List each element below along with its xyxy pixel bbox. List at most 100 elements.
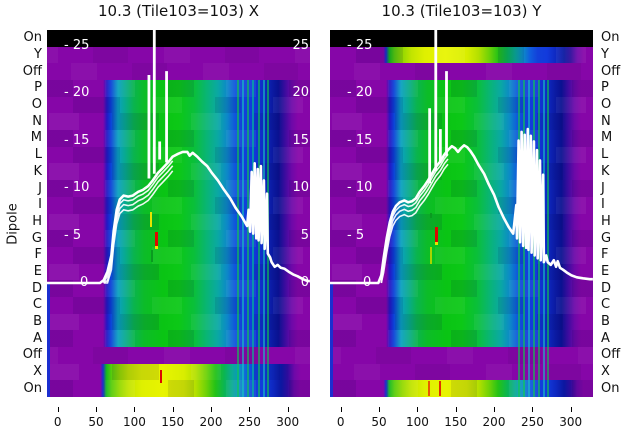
- x-tick-label: 150: [444, 415, 468, 429]
- heatmap-row-on-21: [330, 380, 593, 397]
- row-label-left-i-10: I: [38, 197, 42, 213]
- db-tick-label-left: - 10: [64, 180, 90, 195]
- db-tick-label-left: - 5: [347, 227, 365, 243]
- row-label-right-j-9: J: [601, 180, 605, 196]
- db-tick-label-left: - 20: [64, 85, 90, 100]
- heatmap-row-c-16: [47, 296, 310, 315]
- row-label-left-x-20: X: [33, 364, 42, 379]
- x-tick: [287, 407, 289, 412]
- rfi-stripe: [252, 80, 254, 397]
- heatmap-row-j-9: [47, 180, 310, 198]
- row-label-left-h-11: H: [32, 213, 42, 229]
- x-tick-label: 100: [122, 415, 146, 429]
- x-tick-label: 100: [405, 415, 429, 429]
- x-tick: [340, 407, 342, 412]
- flagged-channel-marker: [160, 370, 162, 383]
- heatmap-row-n-5: [330, 113, 593, 131]
- row-label-right-x-20: X: [601, 364, 610, 379]
- heatmap-row-i-10: [47, 196, 310, 215]
- row-label-right-l-7: L: [601, 147, 609, 163]
- heatmap-row-b-17: [47, 313, 310, 331]
- row-label-left-on-0: On: [23, 30, 42, 46]
- heatmap-row-e-14: [330, 263, 593, 281]
- heatmap-row-h-11: [47, 213, 310, 231]
- dipole-trace: [103, 170, 174, 284]
- heatmap-row-d-15: [330, 280, 593, 298]
- heatmap-row-l-7: [47, 146, 310, 165]
- row-label-right-a-18: A: [601, 330, 610, 346]
- db-tick-label-left: - 10: [347, 180, 373, 195]
- flagged-channel-marker: [155, 232, 158, 247]
- row-label-right-h-11: H: [601, 213, 611, 229]
- x-tick-label: 200: [482, 415, 506, 429]
- row-label-right-g-12: G: [601, 230, 612, 246]
- db-tick-label-left: - 5: [64, 227, 82, 243]
- heatmap-row-p-3: [330, 80, 593, 98]
- dipole-trace: [380, 158, 449, 284]
- panel-x-xaxis: 0 50 100 150 200 250 300: [47, 407, 310, 429]
- row-label-right-f-13: F: [601, 247, 609, 263]
- panel-x-heatmap: - 25- 20- 15- 10- 5 0 25 20 15 10 5 0: [47, 30, 310, 397]
- row-label-left-g-12: G: [31, 230, 42, 246]
- flagged-channel-marker: [435, 242, 438, 245]
- row-label-right-n-5: N: [601, 113, 611, 129]
- power-curve-svg: [330, 30, 593, 285]
- x-tick-label: 300: [276, 415, 300, 429]
- row-label-left-m-6: M: [30, 130, 42, 146]
- panel-x-title: 10.3 (Tile103=103) X: [97, 2, 259, 20]
- panel-x: - 25- 20- 15- 10- 5 0 25 20 15 10 5 0 0 50 100 150…: [47, 30, 310, 429]
- heatmap-row-y-1: [330, 46, 593, 65]
- row-label-right-k-8: K: [601, 163, 610, 179]
- flagged-channel-marker: [155, 246, 158, 249]
- heatmap-row-y-1: [47, 46, 310, 65]
- row-label-right-d-15: D: [601, 280, 612, 296]
- dipole-row-labels-left: On Y Off P O N M L K J I H G F E D C B A Off X On: [0, 30, 42, 397]
- panel-y-title: 10.3 (Tile103=103) Y: [381, 2, 542, 20]
- row-label-left-k-8: K: [33, 163, 42, 179]
- row-label-right-c-16: C: [601, 297, 611, 313]
- row-label-left-f-13: F: [34, 247, 42, 263]
- heatmap-row-n-5: [47, 113, 310, 131]
- row-label-left-a-18: A: [33, 330, 42, 346]
- row-label-left-b-17: B: [33, 313, 42, 329]
- dipole-row-labels-right: On Y Off P O N M L K J I H G F E D C B A Off X On: [601, 30, 640, 397]
- db-tick-label-right: 20: [292, 85, 309, 100]
- panel-y: - 25 - 20 - 15 - 10 - 5 0 0 50 100 150 200 250 300: [330, 30, 593, 429]
- heatmap-row-a-18: [330, 330, 593, 348]
- flagged-channel-marker: [150, 212, 152, 227]
- db-tick-label-right: 0: [300, 275, 309, 290]
- db-tick-label-left: - 25: [64, 37, 90, 53]
- y-axis-label: Dipole: [5, 203, 21, 245]
- row-label-left-off-2: Off: [22, 63, 42, 79]
- x-tick: [134, 407, 136, 412]
- heatmap-row-off-19: [47, 346, 310, 365]
- row-label-left-d-15: D: [31, 280, 42, 296]
- db-tick-label-left: - 15: [347, 132, 373, 148]
- row-label-right-on-0: On: [601, 30, 620, 46]
- heatmap-row-off-2: [47, 63, 310, 81]
- x-tick-label: 0: [336, 415, 345, 429]
- edge-stripe: [47, 283, 50, 397]
- heatmap-row-e-14: [47, 263, 310, 281]
- row-label-left-o-4: O: [31, 97, 42, 113]
- row-label-left-p-3: P: [34, 80, 42, 96]
- heatmap-row-f-13: [330, 246, 593, 265]
- x-tick: [57, 407, 59, 412]
- x-tick: [532, 407, 534, 412]
- row-label-left-c-16: C: [32, 297, 42, 313]
- row-label-right-m-6: M: [601, 130, 613, 146]
- row-label-left-y-1: Y: [34, 47, 42, 62]
- row-label-left-e-14: E: [33, 263, 42, 279]
- rfi-stripe: [547, 80, 549, 397]
- db-tick-label-right: 5: [300, 227, 309, 243]
- db-tick-label-left: - 15: [64, 132, 90, 148]
- heatmap-row-m-6: [47, 130, 310, 148]
- heatmap-row-o-4: [47, 96, 310, 115]
- row-label-right-b-17: B: [601, 313, 610, 329]
- x-tick-label: 150: [161, 415, 185, 429]
- flagged-channel-marker: [430, 247, 432, 264]
- heatmap-row-a-18: [47, 330, 310, 348]
- x-tick: [417, 407, 419, 412]
